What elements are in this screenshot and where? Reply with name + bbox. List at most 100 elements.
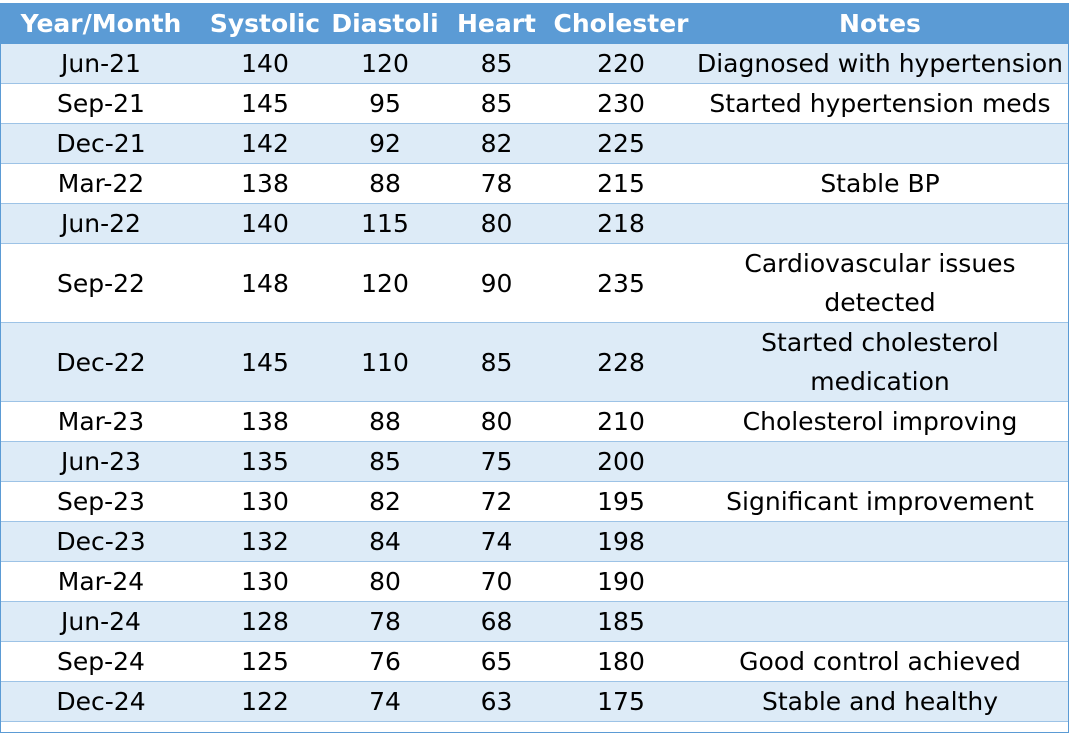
cell-heart: 85 [442,43,551,84]
cell-diastolic: 84 [328,521,442,562]
cell-diastolic: 110 [328,322,442,402]
cell-diastolic: 88 [328,401,442,442]
cell-notes: Started hypertension meds [691,83,1069,124]
cell-systolic: 145 [202,322,328,402]
cell-heart: 80 [442,203,551,244]
cell-diastolic: 92 [328,123,442,164]
cell-notes: Cardiovascular issues detected [691,243,1069,323]
cell-diastolic: 115 [328,203,442,244]
cell-cholesterol: 235 [551,243,691,323]
cell-heart: 85 [442,322,551,402]
table-row: Sep-22 148 120 90 235 Cardiovascular issues d… [0,243,1069,323]
cell-cholesterol: 200 [551,441,691,482]
cell-diastolic: 85 [328,441,442,482]
cell-diastolic: 82 [328,481,442,522]
cell-heart: 75 [442,441,551,482]
table-row: Jun-23 135 85 75 200 [0,441,1069,482]
header-row: Year/Month Systolic Diastoli Heart Chole… [0,3,1069,44]
header-systolic: Systolic [202,3,328,44]
cell-cholesterol: 190 [551,561,691,602]
cell-year-month: Dec-24 [0,681,202,722]
table-row: Sep-21 145 95 85 230 Started hypertension med… [0,83,1069,124]
cell-systolic: 130 [202,481,328,522]
cell-cholesterol: 218 [551,203,691,244]
cell-heart: 70 [442,561,551,602]
cell-heart: 90 [442,243,551,323]
table-row: Jun-22 140 115 80 218 [0,203,1069,244]
cell-cholesterol: 198 [551,521,691,562]
cell-year-month: Mar-23 [0,401,202,442]
cell-notes: Good control achieved [691,641,1069,682]
cell-notes: Stable and healthy [691,681,1069,722]
health-metrics-table: Year/Month Systolic Diastoli Heart Chole… [0,3,1069,722]
cell-cholesterol: 215 [551,163,691,204]
cell-cholesterol: 185 [551,601,691,642]
cell-systolic: 128 [202,601,328,642]
cell-cholesterol: 230 [551,83,691,124]
cell-systolic: 132 [202,521,328,562]
cell-notes: Diagnosed with hypertension [691,43,1069,84]
cell-diastolic: 95 [328,83,442,124]
table-body: Jun-21 140 120 85 220 Diagnosed with hyperten… [0,43,1069,722]
cell-cholesterol: 180 [551,641,691,682]
table-row: Mar-22 138 88 78 215 Stable BP [0,163,1069,204]
cell-heart: 68 [442,601,551,642]
cell-heart: 63 [442,681,551,722]
table-row: Sep-23 130 82 72 195 Significant improvement [0,481,1069,522]
cell-notes: Cholesterol improving [691,401,1069,442]
table-row: Dec-22 145 110 85 228 Started cholesterol med… [0,322,1069,402]
cell-heart: 82 [442,123,551,164]
cell-systolic: 130 [202,561,328,602]
cell-notes [691,123,1069,164]
header-diastolic: Diastoli [328,3,442,44]
cell-year-month: Sep-24 [0,641,202,682]
table-row: Mar-23 138 88 80 210 Cholesterol improving [0,401,1069,442]
cell-systolic: 135 [202,441,328,482]
cell-diastolic: 80 [328,561,442,602]
table-row: Sep-24 125 76 65 180 Good control achieved [0,641,1069,682]
header-notes: Notes [691,3,1069,44]
cell-notes: Stable BP [691,163,1069,204]
cell-notes [691,521,1069,562]
cell-year-month: Jun-24 [0,601,202,642]
cell-year-month: Jun-22 [0,203,202,244]
cell-year-month: Sep-23 [0,481,202,522]
cell-year-month: Jun-21 [0,43,202,84]
cell-systolic: 148 [202,243,328,323]
cell-systolic: 140 [202,203,328,244]
cell-diastolic: 88 [328,163,442,204]
table-row: Mar-24 130 80 70 190 [0,561,1069,602]
cell-year-month: Dec-21 [0,123,202,164]
cell-systolic: 142 [202,123,328,164]
cell-systolic: 138 [202,163,328,204]
cell-diastolic: 120 [328,243,442,323]
header-heart: Heart [442,3,551,44]
header-year-month: Year/Month [0,3,202,44]
table-row: Dec-23 132 84 74 198 [0,521,1069,562]
cell-year-month: Sep-21 [0,83,202,124]
table-row: Jun-24 128 78 68 185 [0,601,1069,642]
cell-year-month: Jun-23 [0,441,202,482]
cell-year-month: Mar-22 [0,163,202,204]
cell-heart: 72 [442,481,551,522]
cell-heart: 78 [442,163,551,204]
cell-cholesterol: 210 [551,401,691,442]
cell-systolic: 125 [202,641,328,682]
table-row: Dec-21 142 92 82 225 [0,123,1069,164]
header-cholesterol: Cholester [551,3,691,44]
cell-heart: 80 [442,401,551,442]
cell-systolic: 138 [202,401,328,442]
cell-cholesterol: 220 [551,43,691,84]
cell-systolic: 122 [202,681,328,722]
cell-heart: 65 [442,641,551,682]
cell-diastolic: 78 [328,601,442,642]
cell-notes [691,561,1069,602]
cell-year-month: Dec-22 [0,322,202,402]
table-row: Jun-21 140 120 85 220 Diagnosed with hyperten… [0,43,1069,84]
cell-notes: Started cholesterol medication [691,322,1069,402]
cell-notes [691,203,1069,244]
cell-notes [691,601,1069,642]
cell-notes [691,441,1069,482]
cell-diastolic: 120 [328,43,442,84]
cell-diastolic: 76 [328,641,442,682]
